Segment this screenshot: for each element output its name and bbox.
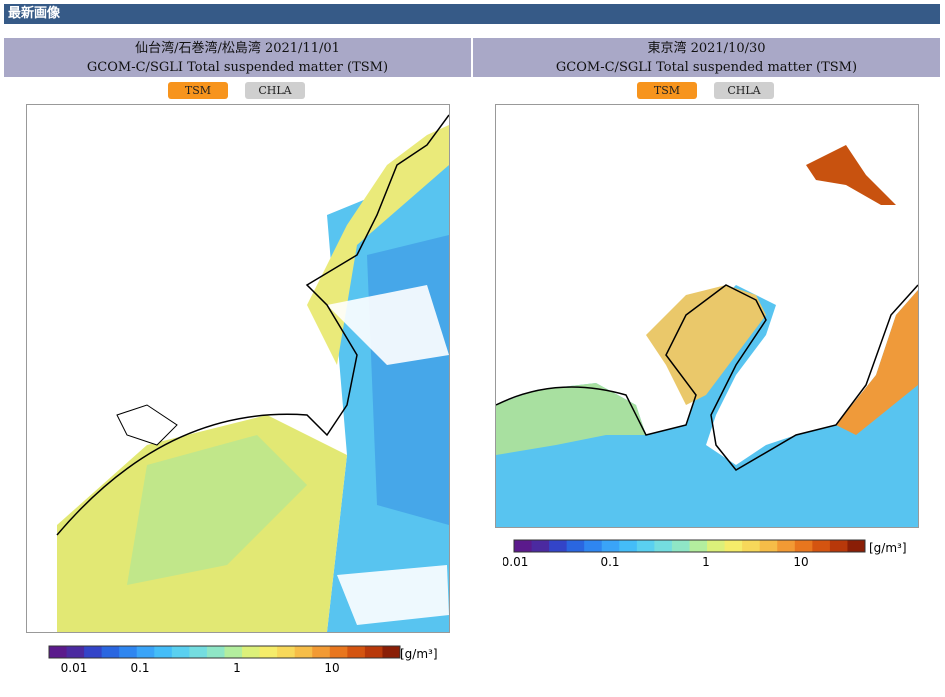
colorbar-tick-label: 1 (233, 661, 241, 675)
colorbar: 0.01 0.1 1 10 [g/m³] (503, 539, 907, 569)
colorbar-segment (206, 646, 225, 658)
panel: 東京湾 2021/10/30 GCOM-C/SGLI Total suspend… (473, 38, 940, 693)
colorbar-tick-label: 10 (793, 555, 808, 569)
colorbar-segment (619, 540, 638, 552)
colorbar-tick-label: 0.01 (503, 555, 528, 569)
colorbar-segment (829, 540, 848, 552)
colorbar-segment (514, 540, 533, 552)
colorbar-segment (49, 646, 68, 658)
panel-title: 仙台湾/石巻湾/松島湾 2021/11/01 (135, 41, 340, 56)
colorbar-segment (154, 646, 173, 658)
panel-title-bar: 仙台湾/石巻湾/松島湾 2021/11/01 GCOM-C/SGLI Total… (4, 38, 471, 77)
colorbar-segment (242, 646, 261, 658)
panel-subtitle: GCOM-C/SGLI Total suspended matter (TSM) (555, 60, 858, 75)
colorbar-segment (724, 540, 743, 552)
colorbar-tick-label: 0.1 (130, 661, 149, 675)
colorbar-segment (312, 646, 331, 658)
colorbar-segment (171, 646, 190, 658)
colorbar-segment (777, 540, 796, 552)
colorbar-tick-label: 10 (324, 661, 339, 675)
colorbar-segment (759, 540, 778, 552)
colorbar-segment (119, 646, 138, 658)
colorbar-segment (584, 540, 603, 552)
button-row: TSM CHLA (473, 82, 940, 100)
tsm-button[interactable]: TSM (637, 82, 697, 99)
button-row: TSM CHLA (4, 82, 471, 100)
colorbar-segments (513, 539, 866, 553)
colorbar-segment (549, 540, 568, 552)
colorbar-segment (66, 646, 85, 658)
panel-title-bar: 東京湾 2021/10/30 GCOM-C/SGLI Total suspend… (473, 38, 940, 77)
header-title: 最新画像 (4, 4, 940, 24)
colorbar-segments (48, 645, 401, 659)
colorbar-segment (847, 540, 866, 552)
colorbar-segment (382, 646, 401, 658)
satellite-image (495, 104, 919, 528)
colorbar-segment (742, 540, 761, 552)
colorbar-segment (794, 540, 813, 552)
colorbar-segment (277, 646, 296, 658)
colorbar-segment (136, 646, 155, 658)
colorbar-segment (259, 646, 278, 658)
colorbar-segment (707, 540, 726, 552)
colorbar-segment (347, 646, 366, 658)
colorbar-unit: [g/m³] (869, 541, 907, 555)
satellite-image (26, 104, 450, 633)
colorbar-segment (224, 646, 243, 658)
colorbar-segment (812, 540, 831, 552)
colorbar-segment (294, 646, 313, 658)
colorbar-segment (566, 540, 585, 552)
colorbar: 0.01 0.1 1 10 [g/m³] (48, 645, 438, 675)
colorbar-segment (671, 540, 690, 552)
colorbar-tick-label: 1 (702, 555, 710, 569)
panel-subtitle: GCOM-C/SGLI Total suspended matter (TSM) (86, 60, 389, 75)
colorbar-segment (329, 646, 348, 658)
chla-button[interactable]: CHLA (245, 82, 305, 99)
colorbar-segment (364, 646, 383, 658)
colorbar-segment (189, 646, 208, 658)
colorbar-frame (48, 645, 401, 659)
colorbar-segment (601, 540, 620, 552)
colorbar-unit: [g/m³] (400, 647, 438, 661)
colorbar-frame (513, 539, 866, 553)
panel-title: 東京湾 2021/10/30 (647, 41, 766, 56)
colorbar-segment (531, 540, 550, 552)
colorbar-segment (654, 540, 673, 552)
colorbar-segment (101, 646, 120, 658)
colorbar-segment (636, 540, 655, 552)
colorbar-tick-label: 0.1 (600, 555, 619, 569)
panel: 仙台湾/石巻湾/松島湾 2021/11/01 GCOM-C/SGLI Total… (4, 38, 471, 693)
colorbar-segment (84, 646, 103, 658)
tsm-button[interactable]: TSM (168, 82, 228, 99)
chla-button[interactable]: CHLA (714, 82, 774, 99)
colorbar-segment (689, 540, 708, 552)
colorbar-tick-label: 0.01 (61, 661, 88, 675)
